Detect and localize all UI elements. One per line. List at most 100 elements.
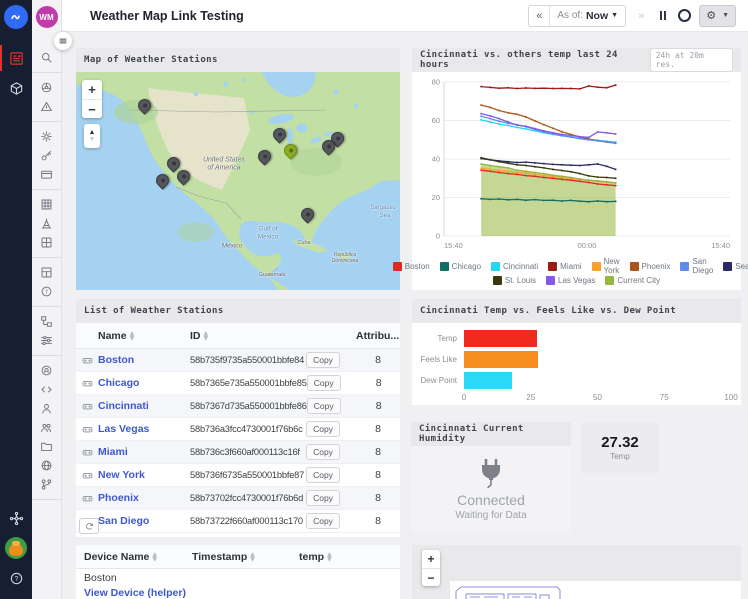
legend-swatch <box>548 262 557 271</box>
zoom-out-button[interactable]: − <box>82 99 102 118</box>
sidebar-item-alerts[interactable] <box>32 97 62 116</box>
sidebar-item-functions[interactable]: f <box>32 282 62 301</box>
sidebar-item-files[interactable] <box>32 437 62 456</box>
sidebar-item-access-keys[interactable] <box>32 146 62 165</box>
sidebar-collapse-button[interactable] <box>54 32 72 50</box>
map-panel: Map of Weather Stations <box>76 48 400 290</box>
station-name-link[interactable]: Phoenix <box>98 492 190 504</box>
device-icon <box>76 401 98 412</box>
station-name-link[interactable]: Las Vegas <box>98 423 190 435</box>
gear-icon: ⚙ <box>706 9 716 22</box>
user-avatar[interactable] <box>5 537 27 559</box>
station-name-link[interactable]: Boston <box>98 354 190 366</box>
app-avatar[interactable]: WM <box>36 6 58 28</box>
copy-button[interactable]: Copy <box>306 467 340 483</box>
sidebar-item-notebooks[interactable] <box>32 233 62 252</box>
temp-chart-header: Cincinnati vs. others temp last 24 hours… <box>412 48 741 72</box>
sidebar-item-settings[interactable] <box>32 127 62 146</box>
help-icon: ? <box>9 571 24 586</box>
sidebar-item-dashboards-list[interactable] <box>32 263 62 282</box>
column-attributes[interactable]: Attribu... <box>356 330 400 342</box>
time-next-button[interactable]: » <box>634 10 648 22</box>
weather-map[interactable]: United Statesof AmericaGulf ofMexicoMéxi… <box>76 72 400 290</box>
copy-button[interactable]: Copy <box>306 513 340 529</box>
sidebar-item-user[interactable] <box>32 399 62 418</box>
copy-button[interactable]: Copy <box>307 375 341 391</box>
refresh-spinner <box>678 9 691 22</box>
copy-button[interactable]: Copy <box>306 421 340 437</box>
plug-icon <box>478 458 504 488</box>
bar-chart-title: Cincinnati Temp vs. Feels Like vs. Dew P… <box>420 306 676 316</box>
user-icon <box>40 402 53 415</box>
column-timestamp[interactable]: Timestamp▲▼ <box>192 551 299 563</box>
bar-chart-body: TempFeels LikeDew Point 0255075100 <box>412 323 741 403</box>
dashboards-icon <box>9 51 24 66</box>
sidebar-item-data-explorer[interactable] <box>32 214 62 233</box>
losant-logo[interactable] <box>4 5 28 29</box>
sidebar-item-help[interactable]: ? <box>0 563 32 593</box>
column-id[interactable]: ID▲▼ <box>190 330 356 342</box>
station-name-link[interactable]: Cincinnati <box>98 400 190 412</box>
hamburger-icon <box>57 35 69 47</box>
copy-button[interactable]: Copy <box>307 398 341 414</box>
sidebar-item-devices[interactable] <box>0 73 32 103</box>
map-zoom-slider[interactable]: ▲ ▼ <box>84 124 100 148</box>
station-id: 58b735f9735a550001bbfe84 <box>190 355 306 365</box>
sidebar-item-integrations[interactable] <box>0 503 32 533</box>
sidebar-item-code[interactable] <box>32 380 62 399</box>
pause-button[interactable] <box>656 11 670 20</box>
sidebar-item-versions[interactable] <box>32 475 62 494</box>
applications-icon <box>40 81 53 94</box>
zoom-in-button[interactable]: + <box>82 80 102 99</box>
table-row: Boston <box>76 569 400 587</box>
bar-rows: TempFeels LikeDew Point <box>412 328 731 391</box>
sidebar-item-users[interactable] <box>32 418 62 437</box>
bar-value <box>464 330 537 347</box>
svg-text:?: ? <box>14 576 18 583</box>
indoor-map-panel[interactable]: + − <box>412 545 741 599</box>
station-name-link[interactable]: Miami <box>98 446 190 458</box>
copy-button[interactable]: Copy <box>306 444 340 460</box>
sidebar-item-instances[interactable] <box>32 331 62 350</box>
column-name[interactable]: Name▲▼ <box>98 330 190 342</box>
station-name-link[interactable]: New York <box>98 469 190 481</box>
dashboard-settings-button[interactable]: ⚙ ▼ <box>699 5 736 27</box>
legend-item: Seattle <box>723 257 748 275</box>
main-area: Weather Map Link Testing « As of: Now ▼ … <box>62 0 748 599</box>
bar-chart-panel: Cincinnati Temp vs. Feels Like vs. Dew P… <box>412 299 741 405</box>
table-refresh-button[interactable] <box>79 518 99 534</box>
copy-button[interactable]: Copy <box>306 352 340 368</box>
asof-dropdown[interactable]: As of: Now ▼ <box>549 6 625 26</box>
sidebar-item-search[interactable] <box>32 48 62 67</box>
floor-plan-canvas <box>450 581 741 599</box>
zoom-out-button[interactable]: − <box>422 568 440 586</box>
axis-tick: 50 <box>593 393 602 402</box>
device-icon <box>76 424 98 435</box>
column-temp[interactable]: temp▲▼ <box>299 551 400 563</box>
axis-tick: 100 <box>724 393 737 402</box>
time-prev-button[interactable]: « <box>529 6 549 26</box>
folder-icon <box>40 440 53 453</box>
sidebar-item-data-tables[interactable] <box>32 195 62 214</box>
sidebar-item-workflows[interactable] <box>32 312 62 331</box>
gauge-label: Temp <box>610 452 630 461</box>
copy-button[interactable]: Copy <box>306 490 340 506</box>
column-device-name[interactable]: Device Name▲▼ <box>84 551 192 563</box>
zoom-in-button[interactable]: + <box>422 550 440 568</box>
station-name-link[interactable]: San Diego <box>98 515 190 527</box>
sidebar-item-audit-logs[interactable] <box>32 361 62 380</box>
primary-sidebar: ? <box>0 0 32 599</box>
humidity-panel-header: Cincinnati Current Humidity <box>411 422 571 446</box>
svg-text:00:00: 00:00 <box>578 241 597 250</box>
legend-swatch <box>546 276 555 285</box>
view-device-link[interactable]: View Device (helper) <box>76 587 400 599</box>
easel-icon <box>40 217 53 230</box>
svg-text:40: 40 <box>432 155 440 164</box>
sidebar-item-dashboards[interactable] <box>0 43 32 73</box>
svg-text:80: 80 <box>432 78 440 87</box>
sidebar-item-billing[interactable] <box>32 165 62 184</box>
sidebar-item-applications[interactable] <box>32 78 62 97</box>
station-name-link[interactable]: Chicago <box>98 377 190 389</box>
sidebar-item-domains[interactable] <box>32 456 62 475</box>
svg-text:15:40: 15:40 <box>444 241 463 250</box>
